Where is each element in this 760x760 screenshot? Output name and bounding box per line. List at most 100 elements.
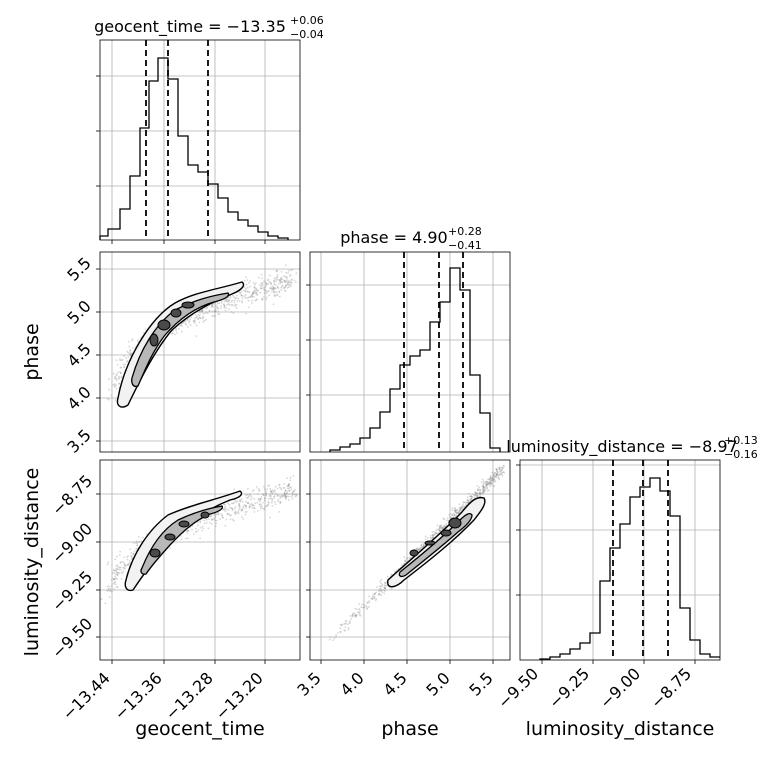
scatter-point: [501, 466, 504, 469]
scatter-point: [453, 514, 456, 516]
scatter-point: [107, 587, 110, 590]
scatter-point: [136, 544, 139, 546]
scatter-point: [445, 519, 448, 522]
scatter-point: [231, 299, 234, 302]
title-luminosity-distance-value: −8.97: [689, 437, 738, 456]
scatter-point: [255, 293, 258, 296]
scatter-point: [482, 491, 485, 493]
hist-panel-luminosity-distance: luminosity_distance = −8.97 +0.13 −0.16 …: [494, 434, 758, 740]
scatter-point: [431, 537, 434, 540]
scatter-point: [255, 288, 258, 291]
scatter-point: [347, 623, 349, 626]
scatter-point: [287, 283, 290, 286]
scatter-point: [246, 297, 249, 299]
scatter-point: [355, 613, 358, 616]
scatter-point: [439, 529, 441, 532]
scatter-point: [466, 496, 469, 499]
scatter-point: [269, 274, 271, 277]
scatter-point: [195, 531, 198, 533]
scatter-point: [288, 281, 290, 284]
scatter-point: [182, 321, 185, 324]
scatter-point: [244, 289, 247, 292]
scatter-point: [378, 593, 381, 596]
scatter-point: [480, 492, 482, 494]
scatter-point: [270, 287, 272, 290]
scatter-point: [455, 511, 458, 514]
scatter-point: [129, 351, 132, 354]
scatter-point: [351, 613, 354, 616]
scatter-point: [279, 282, 282, 285]
scatter-point: [232, 294, 234, 297]
scatter-point: [247, 502, 250, 505]
scatter-point: [475, 492, 478, 494]
scatter-point: [263, 508, 266, 511]
scatter-point: [438, 526, 441, 529]
scatter-point: [236, 300, 239, 302]
scatter-point: [355, 615, 358, 618]
scatter-point: [283, 493, 286, 496]
scatter-point: [285, 496, 287, 499]
scatter-point: [483, 486, 485, 488]
scatter-point: [186, 319, 189, 322]
scatter-point: [278, 291, 281, 294]
scatter-point: [245, 494, 248, 496]
scatter-point: [210, 515, 213, 517]
scatter-point: [410, 556, 413, 559]
scatter-point: [499, 466, 501, 468]
scatter-point: [350, 618, 353, 620]
scatter-point: [454, 507, 456, 510]
scatter-point: [252, 504, 254, 507]
histogram-step-luminosity-distance: [539, 477, 720, 660]
scatter-point: [120, 566, 122, 569]
scatter-point: [116, 379, 118, 381]
scatter-point: [485, 485, 487, 488]
scatter-point: [238, 507, 241, 510]
axes-frame: [99, 39, 301, 241]
scatter-point: [461, 506, 463, 509]
scatter-point: [104, 602, 107, 605]
scatter-point: [127, 563, 130, 566]
scatter-point: [436, 524, 439, 527]
scatter-point: [259, 497, 262, 500]
scatter-point: [429, 536, 432, 539]
scatter-point: [502, 467, 505, 469]
scatter-point: [117, 571, 119, 574]
scatter-point: [347, 628, 350, 631]
scatter-point: [273, 286, 275, 289]
scatter-point: [454, 515, 457, 518]
scatter-point: [493, 475, 496, 478]
scatter-point: [119, 561, 122, 564]
scatter-point: [272, 303, 275, 306]
histogram-step-geocent-time: [99, 57, 289, 240]
scatter-point: [469, 498, 472, 501]
scatter-point: [291, 497, 294, 500]
scatter-point: [115, 570, 118, 572]
scatter-point: [122, 566, 125, 569]
scatter-point: [493, 478, 496, 480]
scatter-point: [418, 549, 420, 551]
scatter-point: [232, 312, 235, 315]
scatter-point: [247, 296, 250, 299]
scatter-point: [361, 603, 363, 606]
scatter-point: [455, 514, 458, 517]
scatter-point: [287, 280, 290, 283]
scatter-point: [275, 270, 278, 273]
scatter-point: [214, 305, 217, 308]
scatter-point: [235, 294, 238, 297]
scatter-point: [262, 494, 264, 496]
scatter-point: [127, 340, 130, 343]
scatter-point: [432, 534, 435, 537]
scatter-point: [116, 573, 118, 576]
scatter-point: [216, 513, 219, 516]
scatter-point: [462, 501, 465, 504]
scatter-point: [474, 491, 477, 494]
scatter-panel-phase-vs-geocent-time: 3.5 4.0 4.5 5.0 5.5 phase: [21, 251, 301, 457]
axes-frame: [519, 459, 721, 661]
scatter-point: [126, 556, 129, 558]
scatter-point: [238, 505, 241, 507]
scatter-point: [243, 295, 246, 298]
scatter-point: [217, 312, 220, 315]
scatter-point: [202, 315, 204, 318]
scatter-point: [395, 569, 398, 571]
scatter-point: [333, 637, 336, 640]
